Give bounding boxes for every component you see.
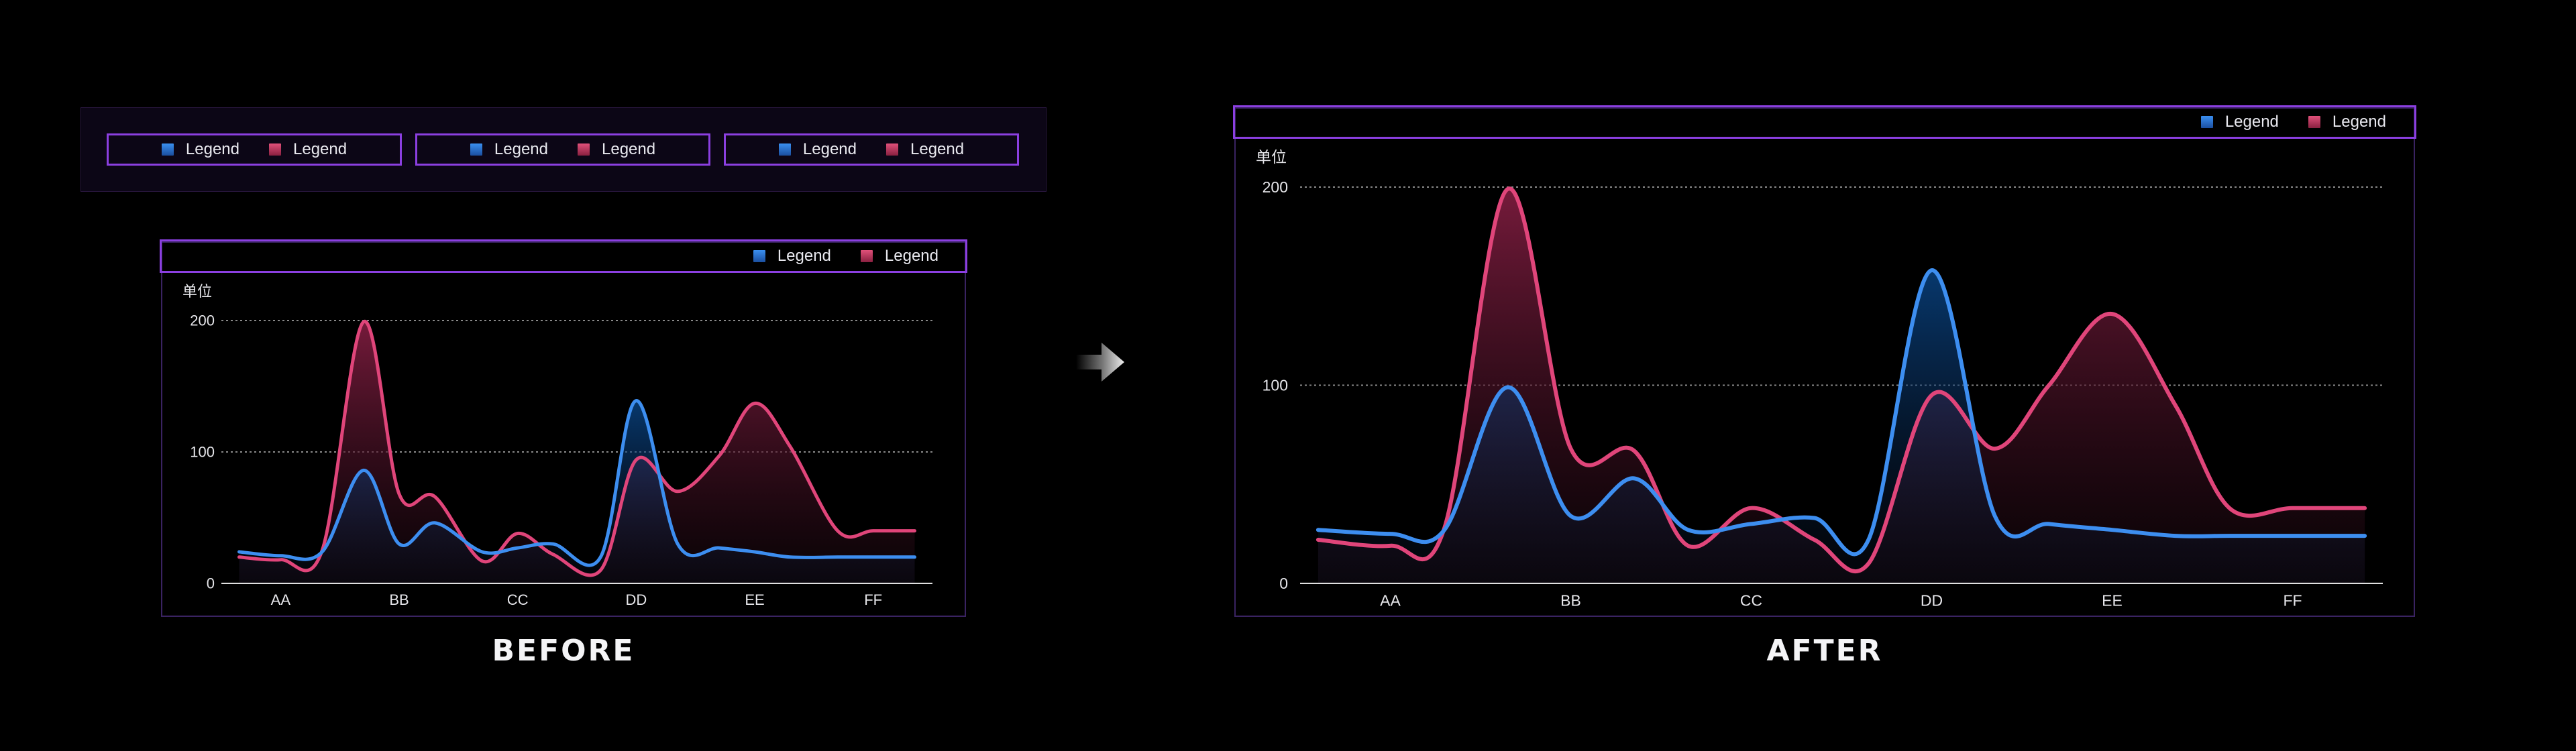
x-tick-label: FF [2283,591,2302,609]
red-swatch-icon [886,143,898,156]
y-tick-label: 200 [1263,178,1288,196]
arrow-right-icon [1076,343,1124,382]
blue-swatch-icon [753,250,765,262]
y-tick-label: 200 [190,312,215,329]
x-tick-label: EE [745,591,764,608]
red-swatch-icon [860,250,873,262]
after-legend: Legend Legend [1233,105,2416,139]
x-tick-label: DD [625,591,647,608]
y-tick-label: 100 [190,444,215,461]
blue-swatch-icon [470,143,482,156]
red-series-line [237,320,916,577]
before-chart-frame [161,241,966,617]
legend-item: Legend [778,140,857,159]
legend-label: Legend [2332,113,2386,131]
x-tick-label: DD [1921,591,1943,609]
before-legend: Legend Legend [160,239,967,273]
after-area-chart: 单位 0 100 200 AA BB CC DD EE FF [1256,148,2383,609]
blue-series-line [237,399,916,567]
before-title: BEFORE [492,634,635,668]
legend-item: Legend [470,140,548,159]
red-swatch-icon [2308,116,2320,128]
x-tick-label: BB [1560,591,1581,609]
y-tick-label: 0 [207,575,215,592]
legend-item: Legend [886,140,964,159]
y-unit-label: 单位 [182,283,212,300]
legend-label: Legend [884,247,938,265]
blue-series-area [1318,270,2365,583]
legend-item: Legend [578,140,655,159]
blue-swatch-icon [161,143,174,156]
legend-label: Legend [494,140,548,158]
x-tick-label: BB [389,591,409,608]
x-tick-label: FF [864,591,882,608]
legend-item: Legend [269,140,347,159]
red-series-area [1318,188,2365,584]
legend-variants-strip: Legend Legend Legend Legend Legend Legen… [80,107,1046,192]
legend-item: Legend [753,247,831,266]
legend-item: Legend [2200,113,2279,131]
legend-item: Legend [860,247,938,266]
y-tick-label: 100 [1263,377,1288,394]
x-tick-label: AA [271,591,291,608]
blue-series-line [1316,268,2367,557]
after-chart-frame [1234,107,2415,617]
legend-label: Legend [777,247,831,265]
blue-swatch-icon [778,143,791,156]
red-swatch-icon [578,143,590,156]
legend-label: Legend [185,140,239,158]
red-series-line [1316,186,2367,574]
legend-variant-1: Legend Legend [107,133,402,166]
legend-item: Legend [2308,113,2386,131]
red-swatch-icon [269,143,281,156]
legend-variant-2: Legend Legend [415,133,710,166]
legend-item: Legend [161,140,239,159]
legend-label: Legend [2224,113,2279,131]
x-tick-label: AA [1380,591,1401,609]
y-unit-label: 单位 [1256,148,1287,166]
legend-label: Legend [910,140,965,158]
after-title: AFTER [1766,634,1883,668]
legend-label: Legend [802,140,857,158]
blue-series-area [239,400,915,583]
red-series-area [239,321,915,583]
legend-label: Legend [293,140,347,158]
before-area-chart: 单位 0 100 200 AA BB CC DD EE FF [182,283,932,608]
legend-variant-3: Legend Legend [724,133,1019,166]
y-tick-label: 0 [1279,575,1288,592]
blue-swatch-icon [2200,116,2213,128]
x-tick-label: CC [1740,591,1762,609]
legend-label: Legend [602,140,656,158]
x-tick-label: CC [507,591,529,608]
x-tick-label: EE [2102,591,2123,609]
